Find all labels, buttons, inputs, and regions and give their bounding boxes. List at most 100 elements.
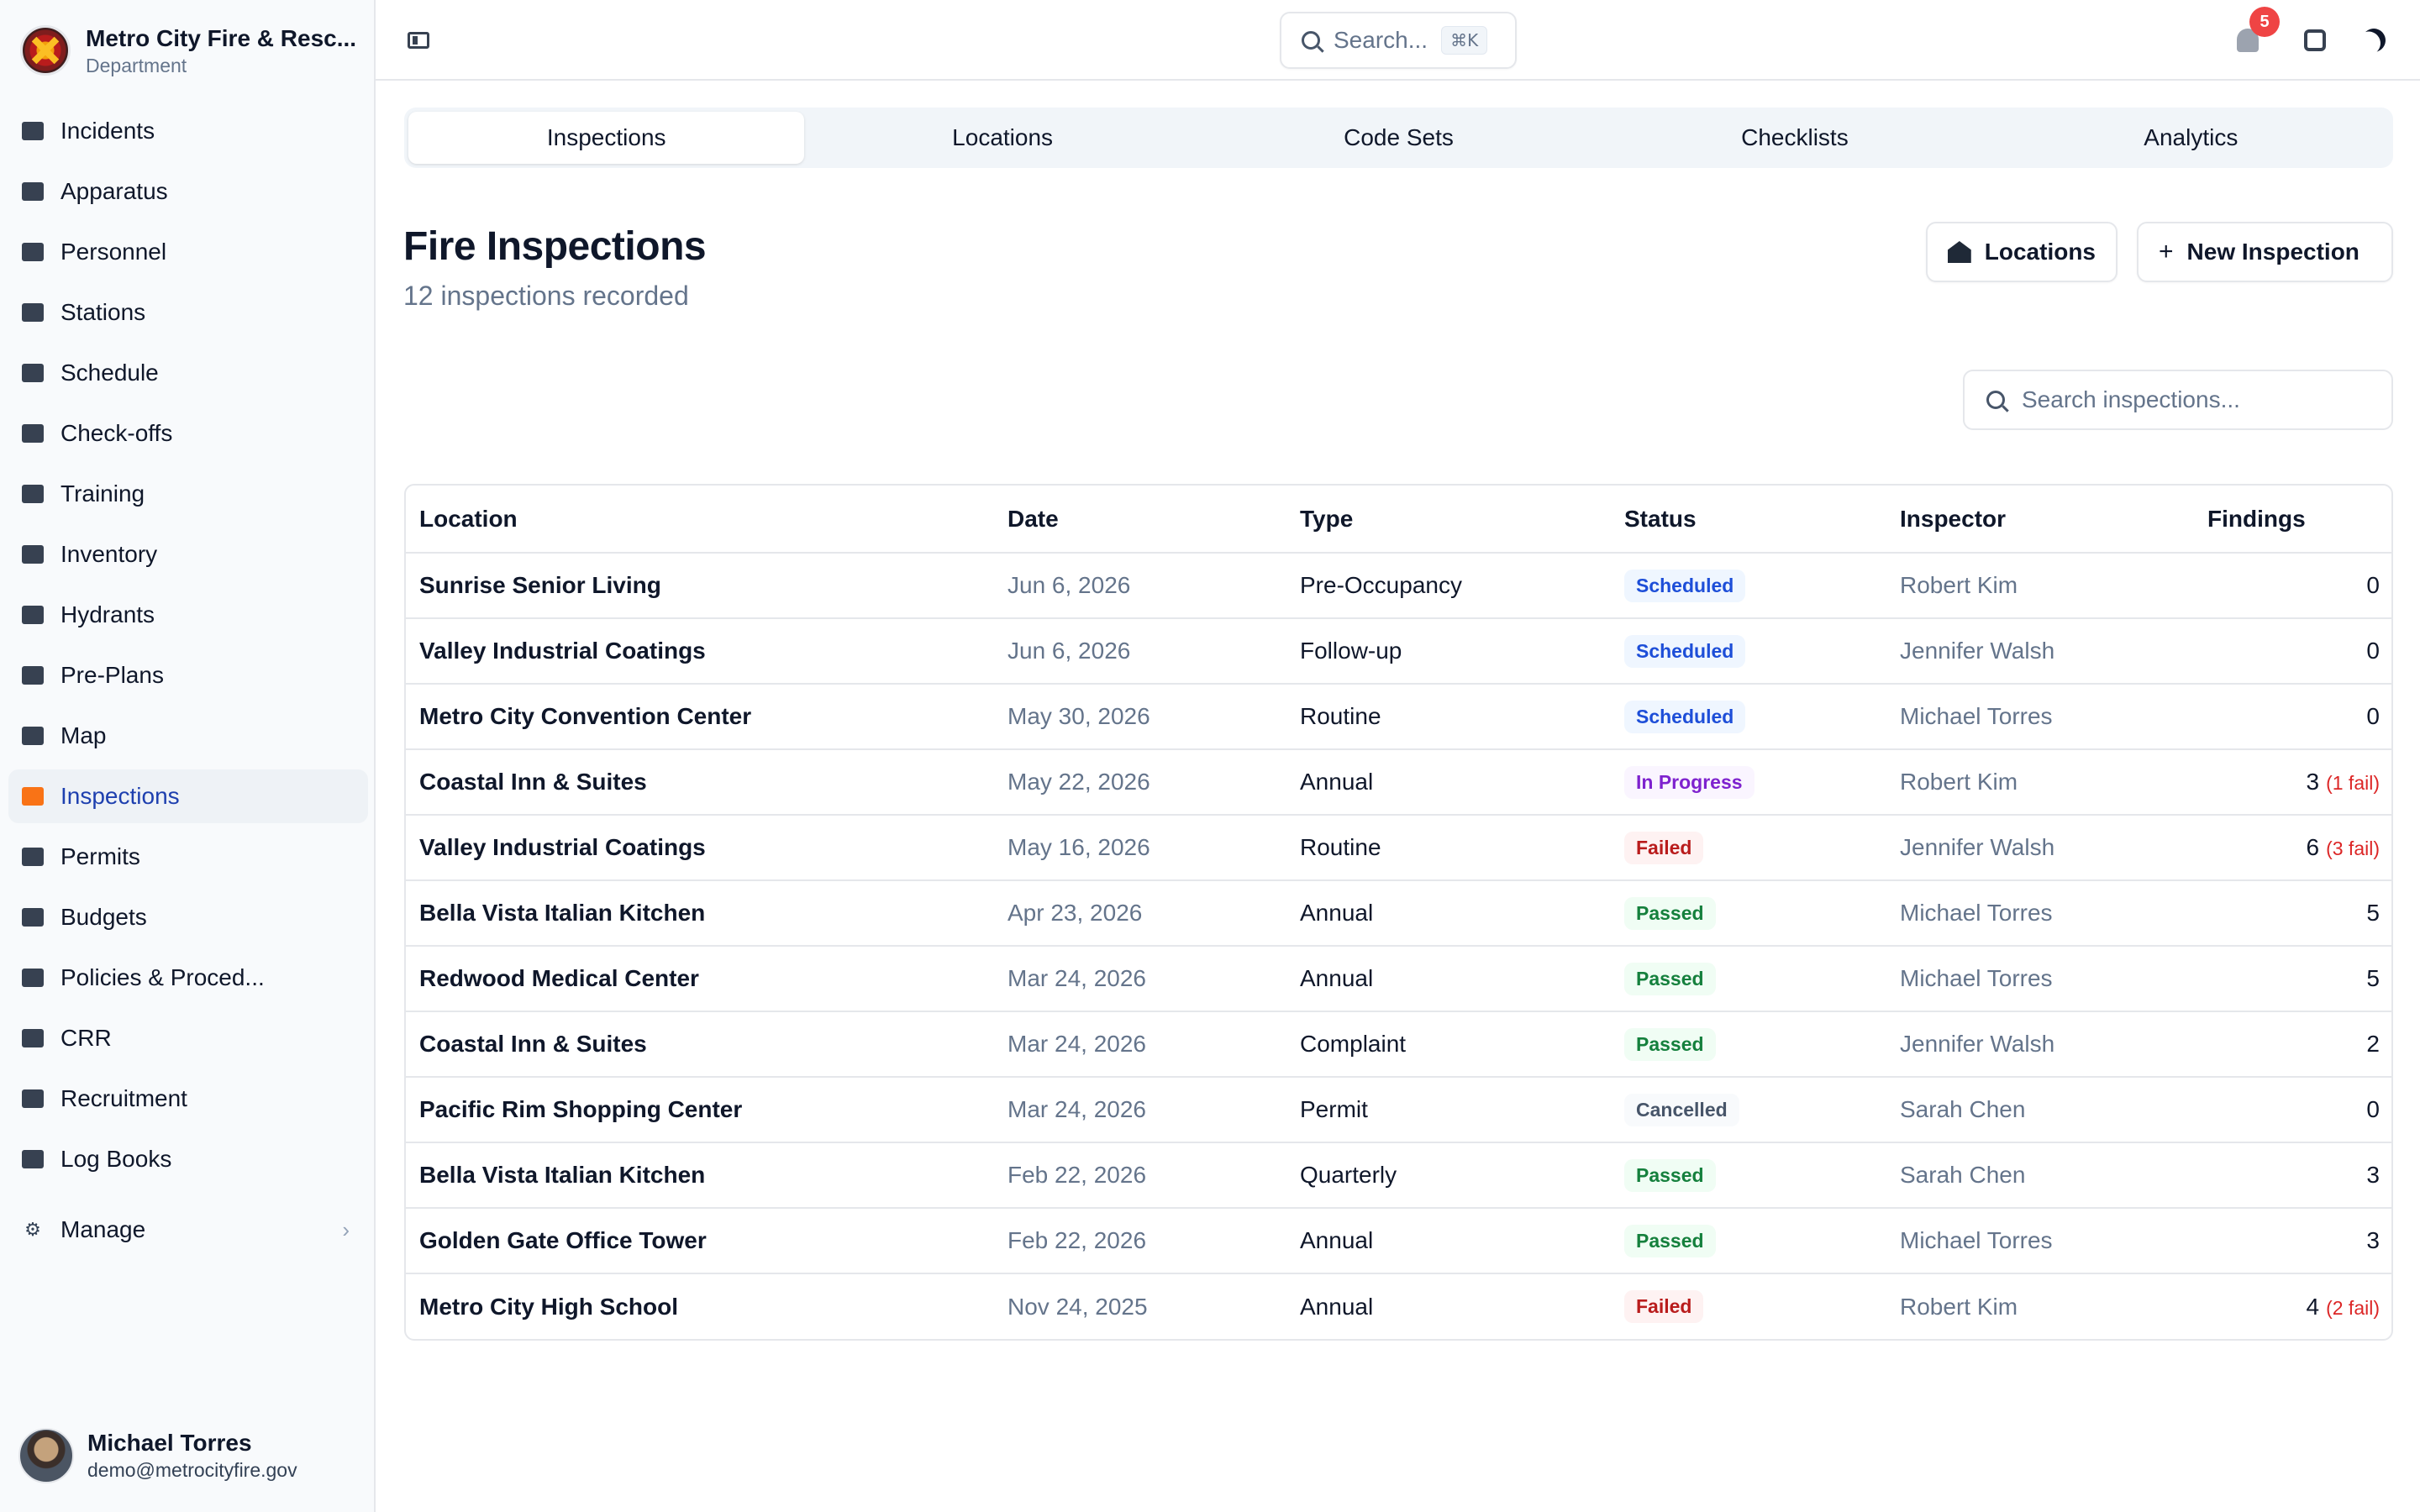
- cell-inspector: Robert Kim: [1886, 553, 2194, 619]
- cell-date: Mar 24, 2026: [994, 1077, 1286, 1143]
- table-row[interactable]: Valley Industrial Coatings May 16, 2026 Ro…: [406, 815, 2391, 881]
- cell-location: Valley Industrial Coatings: [406, 815, 994, 881]
- sidebar-item-budgets[interactable]: Budgets: [8, 890, 368, 944]
- sidebar-item-apparatus[interactable]: Apparatus: [8, 165, 368, 218]
- table-row[interactable]: Bella Vista Italian Kitchen Feb 22, 2026 Q…: [406, 1142, 2391, 1209]
- sidebar-item-manage[interactable]: ⚙ Manage ›: [8, 1203, 368, 1257]
- cell-inspector: Michael Torres: [1886, 946, 2194, 1012]
- cell-type: Routine: [1286, 684, 1611, 750]
- column-header-location[interactable]: Location: [406, 486, 994, 554]
- cell-findings: 0: [2194, 618, 2391, 685]
- cell-inspector: Jennifer Walsh: [1886, 618, 2194, 685]
- handshake-icon: [20, 1086, 45, 1111]
- global-search[interactable]: Search... ⌘K: [1280, 12, 1517, 69]
- tab-code-sets[interactable]: Code Sets: [1344, 124, 1454, 150]
- cell-status: Scheduled: [1611, 553, 1886, 619]
- cell-findings: 6 (3 fail): [2194, 815, 2391, 881]
- sidebar-item-crr[interactable]: CRR: [8, 1011, 368, 1065]
- brand-subtitle: Department: [86, 55, 187, 76]
- sidebar-item-training[interactable]: Training: [8, 467, 368, 521]
- table-row[interactable]: Bella Vista Italian Kitchen Apr 23, 2026 A…: [406, 880, 2391, 947]
- column-header-findings[interactable]: Findings: [2194, 486, 2391, 554]
- sidebar-item-incidents[interactable]: Incidents: [8, 104, 368, 158]
- column-header-inspector[interactable]: Inspector: [1886, 486, 2194, 554]
- cell-inspector: Robert Kim: [1900, 1293, 2018, 1320]
- cell-date: Feb 22, 2026: [994, 1142, 1286, 1209]
- cell-location: Redwood Medical Center: [406, 946, 994, 1012]
- new-inspection-button[interactable]: + New Inspection: [2137, 222, 2393, 282]
- settings-icon[interactable]: [2300, 25, 2330, 55]
- tab-checklists[interactable]: Checklists: [1741, 124, 1849, 150]
- table-row[interactable]: Valley Industrial Coatings Jun 6, 2026 Fol…: [406, 618, 2391, 685]
- cell-date: May 16, 2026: [994, 815, 1286, 881]
- pre-plan-icon: [20, 663, 45, 688]
- inspection-icon: [20, 784, 45, 809]
- table-row[interactable]: Coastal Inn & Suites May 22, 2026 Annual In…: [406, 749, 2391, 816]
- sidebar-item-pre-plans[interactable]: Pre-Plans: [8, 648, 368, 702]
- brand-title: Metro City Fire & Resc...: [86, 25, 357, 51]
- chevron-right-icon: ›: [342, 1216, 350, 1242]
- table-row[interactable]: Metro City High School Nov 24, 2025 Annual…: [406, 1273, 2391, 1339]
- table-row[interactable]: Sunrise Senior Living Jun 6, 2026 Pre-Occu…: [406, 553, 2391, 619]
- sidebar-item-schedule[interactable]: Schedule: [8, 346, 368, 400]
- map-icon: [20, 723, 45, 748]
- findings-count: 0: [2366, 572, 2380, 598]
- cell-status: Passed: [1611, 1011, 1886, 1078]
- table-row[interactable]: Golden Gate Office Tower Feb 22, 2026 Annu…: [406, 1208, 2391, 1274]
- tab-analytics[interactable]: Analytics: [2144, 124, 2238, 150]
- sidebar-item-stations[interactable]: Stations: [8, 286, 368, 339]
- status-badge: Scheduled: [1624, 700, 1746, 733]
- cell-inspector: Robert Kim: [1886, 749, 2194, 816]
- hydrant-icon: [20, 602, 45, 627]
- sidebar-item-recruitment[interactable]: Recruitment: [8, 1072, 368, 1126]
- findings-count: 3: [2306, 769, 2320, 795]
- sidebar-item-personnel[interactable]: Personnel: [8, 225, 368, 279]
- column-header-date[interactable]: Date: [994, 486, 1286, 554]
- table-row[interactable]: Metro City Convention Center May 30, 2026…: [406, 684, 2391, 750]
- sidebar-item-map[interactable]: Map: [8, 709, 368, 763]
- table-row[interactable]: Pacific Rim Shopping Center Mar 24, 2026 P…: [406, 1077, 2391, 1143]
- avatar: [18, 1428, 74, 1483]
- status-badge: Passed: [1624, 1027, 1716, 1061]
- sidebar-item-label: Incidents: [60, 118, 155, 144]
- cell-location: Sunrise Senior Living: [406, 553, 994, 619]
- cell-status: Passed: [1611, 880, 1886, 947]
- sidebar-item-hydrants[interactable]: Hydrants: [8, 588, 368, 642]
- cell-status: Failed: [1611, 1273, 1886, 1339]
- sidebar-item-permits[interactable]: Permits: [8, 830, 368, 884]
- cell-date: Jun 6, 2026: [994, 553, 1286, 619]
- column-header-status[interactable]: Status: [1611, 486, 1886, 554]
- cell-date: Feb 22, 2026: [994, 1208, 1286, 1274]
- tab-locations[interactable]: Locations: [952, 124, 1054, 150]
- sidebar-item-log-books[interactable]: Log Books: [8, 1132, 368, 1186]
- search-icon: [1986, 391, 2005, 409]
- cell-location: Coastal Inn & Suites: [406, 1011, 994, 1078]
- cell-findings: 0: [2194, 553, 2391, 619]
- brand[interactable]: Metro City Fire & Resc... Department: [20, 24, 356, 77]
- sidebar-item-inspections[interactable]: Inspections: [8, 769, 368, 823]
- sidebar-item-label: Recruitment: [60, 1085, 187, 1111]
- findings-count: 3: [2366, 1227, 2380, 1253]
- dark-mode-toggle-icon[interactable]: [2359, 25, 2389, 55]
- locations-button[interactable]: Locations: [1926, 222, 2118, 282]
- cell-date: Nov 24, 2025: [1007, 1293, 1148, 1320]
- column-header-type[interactable]: Type: [1286, 486, 1611, 554]
- sidebar-item-check-offs[interactable]: Check-offs: [8, 407, 368, 460]
- inspection-search-input[interactable]: Search inspections...: [1963, 370, 2393, 430]
- sidebar-item-label: Manage: [60, 1216, 146, 1242]
- tab-inspections[interactable]: Inspections: [408, 112, 805, 164]
- cell-date: May 30, 2026: [994, 684, 1286, 750]
- sidebar-item-inventory[interactable]: Inventory: [8, 528, 368, 581]
- sidebar-item-policies-proced[interactable]: Policies & Proced...: [8, 951, 368, 1005]
- user-profile[interactable]: Michael Torres demo@metrocityfire.gov: [18, 1428, 297, 1483]
- table-row[interactable]: Coastal Inn & Suites Mar 24, 2026 Complain…: [406, 1011, 2391, 1078]
- cell-type: Annual: [1286, 1208, 1611, 1274]
- findings-count: 2: [2366, 1031, 2380, 1057]
- cell-findings: 2: [2194, 1011, 2391, 1078]
- cell-type: Routine: [1286, 815, 1611, 881]
- sidebar-toggle-icon[interactable]: [408, 32, 429, 49]
- status-badge: Scheduled: [1624, 569, 1746, 602]
- sidebar-item-label: Apparatus: [60, 178, 168, 204]
- cell-findings: 0: [2194, 1077, 2391, 1143]
- table-row[interactable]: Redwood Medical Center Mar 24, 2026 Annual…: [406, 946, 2391, 1012]
